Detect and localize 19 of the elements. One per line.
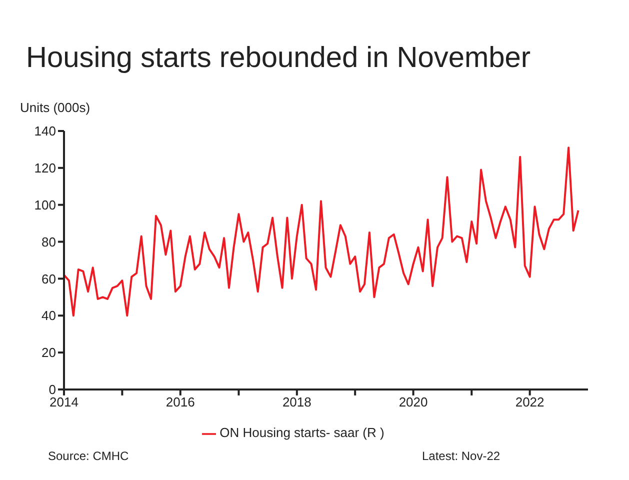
line-series bbox=[64, 146, 580, 317]
y-tick-label: 60 bbox=[42, 271, 56, 286]
source-note: Source: CMHC bbox=[48, 449, 129, 463]
text: Latest: Nov-22 bbox=[422, 449, 500, 463]
y-tick-label: 140 bbox=[34, 124, 56, 139]
x-tick-label: 2018 bbox=[282, 394, 312, 410]
y-tick-label: 80 bbox=[42, 234, 56, 250]
x-tick-label: 2016 bbox=[166, 394, 195, 410]
x-tick-label: 2020 bbox=[398, 394, 428, 410]
y-axis-title: Units (000s) bbox=[20, 100, 90, 115]
x-tick-label: 2014 bbox=[50, 394, 78, 410]
y-tick-label: 40 bbox=[42, 308, 56, 324]
chart-title: Housing starts rebounded in November bbox=[26, 42, 531, 75]
y-tick-label: 0 bbox=[48, 382, 56, 398]
y-tick-label: 120 bbox=[34, 160, 56, 176]
y-tick-label: 20 bbox=[42, 345, 56, 360]
x-tick-label: 2022 bbox=[515, 394, 544, 410]
legend-label: ON Housing starts- saar (R ) bbox=[220, 425, 384, 440]
y-tick-label: 100 bbox=[34, 197, 56, 212]
